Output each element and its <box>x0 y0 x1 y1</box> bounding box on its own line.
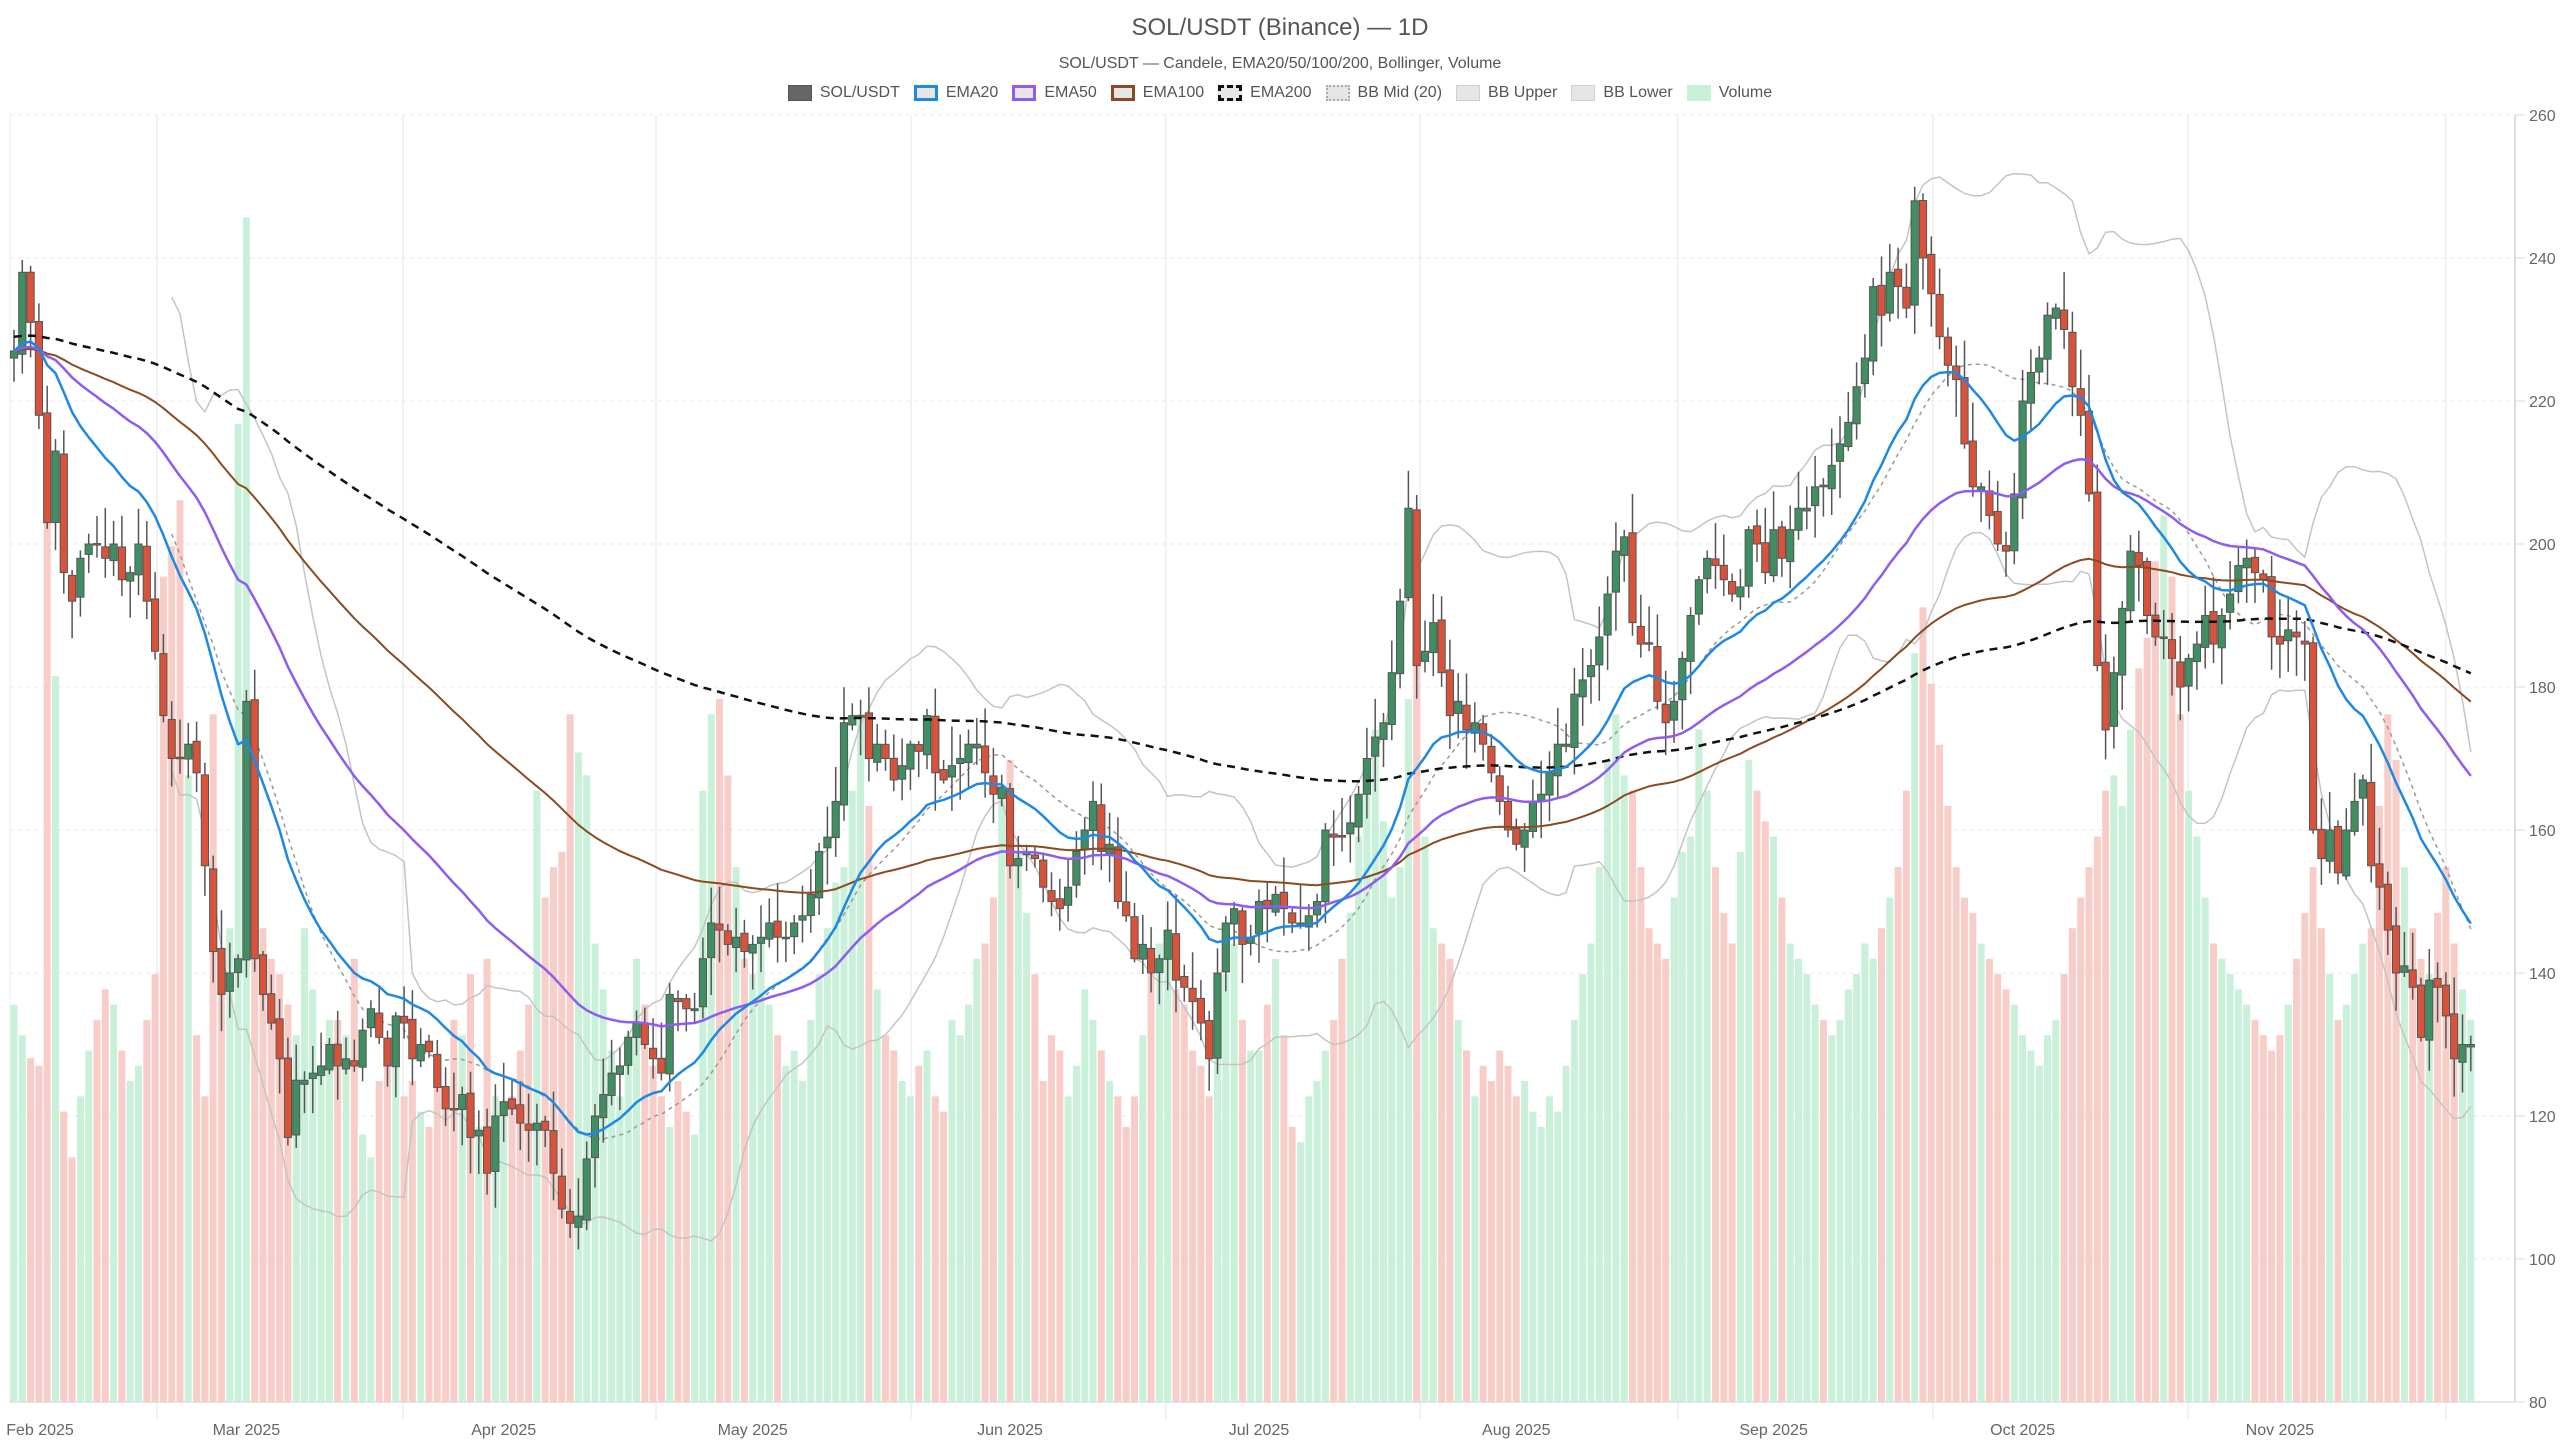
y-tick-label: 260 <box>2529 108 2556 125</box>
ema100-line <box>13 347 2472 894</box>
y-tick-label: 220 <box>2529 394 2556 411</box>
x-tick-label: Jul 2025 <box>1229 1422 1290 1439</box>
x-tick-label: Apr 2025 <box>471 1422 536 1439</box>
legend-swatch-icon <box>913 85 938 101</box>
legend-item-candles[interactable]: SOL/USDT <box>787 84 900 102</box>
legend-swatch-icon <box>1571 85 1596 101</box>
legend-item-bblow[interactable]: BB Lower <box>1571 84 1673 102</box>
legend-item-ema20[interactable]: EMA20 <box>913 84 999 102</box>
chart-title: SOL/USDT (Binance) — 1D <box>1131 14 1429 41</box>
legend-item-ema50[interactable]: EMA50 <box>1012 84 1097 102</box>
legend-label: BB Lower <box>1603 84 1673 101</box>
legend-swatch-icon <box>1110 85 1135 101</box>
y-tick-label: 160 <box>2529 823 2556 840</box>
y-tick-label: 140 <box>2529 966 2556 983</box>
bb-lower-line <box>170 531 2472 1242</box>
legend-label: EMA50 <box>1044 84 1097 101</box>
y-tick-label: 100 <box>2529 1252 2556 1269</box>
legend-item-bbmid[interactable]: BB Mid (20) <box>1325 84 1443 102</box>
ema200-line <box>13 334 2472 783</box>
x-tick-label: Oct 2025 <box>1990 1422 2055 1439</box>
legend-swatch-icon <box>1686 85 1711 101</box>
legend-item-ema200[interactable]: EMA200 <box>1218 84 1312 102</box>
legend-swatch-icon <box>787 85 812 101</box>
x-tick-label: May 2025 <box>718 1422 788 1439</box>
x-tick-label: Aug 2025 <box>1482 1422 1551 1439</box>
legend-swatch-icon <box>1012 85 1037 101</box>
chart-legend: SOL/USDT EMA20 EMA50 EMA100 EMA200 BB Mid (20… <box>0 84 2560 102</box>
volume-bars <box>10 217 2475 1402</box>
legend-item-ema100[interactable]: EMA100 <box>1110 84 1205 102</box>
legend-label: BB Mid (20) <box>1357 84 1443 101</box>
bb-upper-line <box>171 172 2472 1062</box>
legend-swatch-icon <box>1325 85 1350 101</box>
x-tick-label: Mar 2025 <box>213 1422 281 1439</box>
y-tick-label: 80 <box>2529 1395 2547 1412</box>
candles <box>9 186 2475 1250</box>
x-tick-label: Jun 2025 <box>977 1422 1043 1439</box>
legend-item-volume[interactable]: Volume <box>1686 84 1773 102</box>
chart-subtitle: SOL/USDT — Candele, EMA20/50/100/200, Bo… <box>1058 55 1502 72</box>
legend-label: SOL/USDT <box>819 84 900 101</box>
x-tick-label: Sep 2025 <box>1739 1422 1808 1439</box>
ema20-line <box>13 340 2472 1136</box>
legend-swatch-icon <box>1218 85 1243 101</box>
legend-label: Volume <box>1718 84 1773 101</box>
x-tick-label: Nov 2025 <box>2246 1422 2315 1439</box>
legend-label: EMA20 <box>945 84 999 101</box>
ema50-line <box>13 345 2472 1028</box>
y-tick-label: 120 <box>2529 1109 2556 1126</box>
legend-label: EMA100 <box>1142 84 1205 101</box>
bb-mid-line <box>171 363 2472 1140</box>
y-tick-label: 200 <box>2529 537 2556 554</box>
y-tick-label: 180 <box>2529 680 2556 697</box>
y-tick-label: 240 <box>2529 251 2556 268</box>
legend-label: BB Upper <box>1488 84 1558 101</box>
legend-swatch-icon <box>1456 85 1481 101</box>
legend-item-bbup[interactable]: BB Upper <box>1456 84 1557 102</box>
legend-label: EMA200 <box>1250 84 1312 101</box>
x-tick-label: Feb 2025 <box>6 1422 74 1439</box>
